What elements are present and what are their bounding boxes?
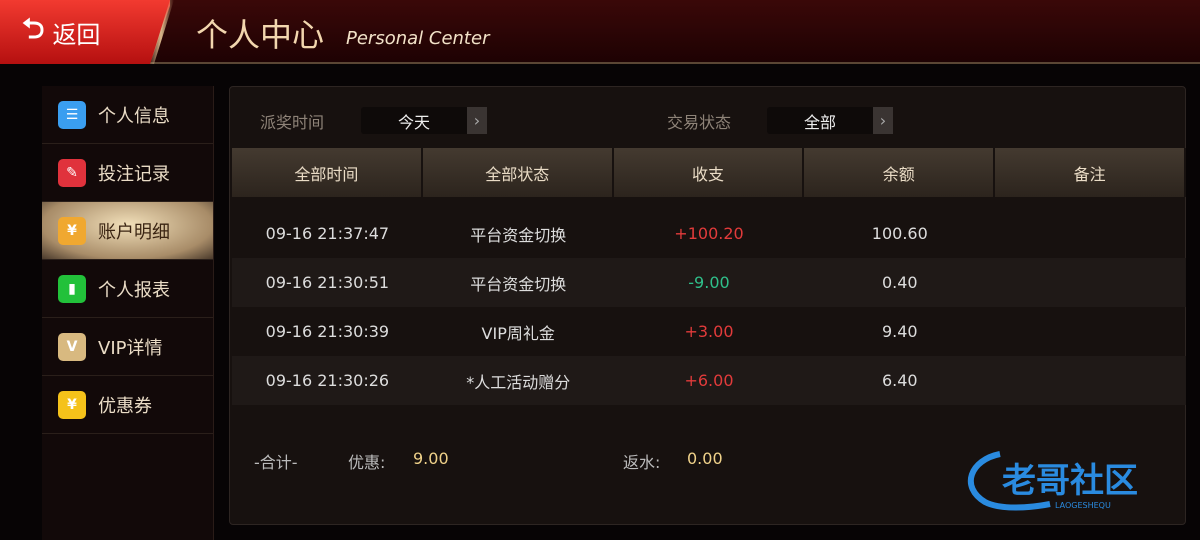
sidebar-item-0[interactable]: ☰ 个人信息: [42, 86, 213, 144]
table-row: 09-16 21:37:47 平台资金切换 +100.20 100.60: [232, 209, 1186, 258]
sidebar-item-5[interactable]: ¥ 优惠券: [42, 376, 213, 434]
status-filter-select[interactable]: 全部 ›: [767, 107, 893, 134]
chevron-right-icon: ›: [467, 107, 487, 134]
back-button[interactable]: ⮌ 返回: [0, 0, 170, 64]
cell-type: *人工活动赠分: [466, 372, 571, 392]
column-header: 全部状态: [422, 148, 614, 197]
sidebar: ☰ 个人信息 ✎ 投注记录 ¥ 账户明细 ▮ 个人报表 V VIP详情 ¥ 优惠券: [42, 86, 214, 540]
column-header: 余额: [804, 148, 996, 197]
sidebar-item-label: 个人信息: [98, 105, 170, 127]
discount-label: 优惠:: [348, 453, 386, 472]
time-filter-value: 今天: [397, 112, 430, 132]
chevron-right-icon: ›: [873, 107, 893, 134]
cell-time: 09-16 21:37:47: [265, 224, 390, 243]
sidebar-item-label: VIP详情: [98, 337, 163, 359]
account-details-panel: 派奖时间 今天 › 交易状态 全部 › 全部时间 全部状态 收支 余额 备注 09-16…: [229, 86, 1186, 525]
column-header: 备注: [995, 148, 1186, 197]
cell-time: 09-16 21:30:51: [265, 273, 390, 292]
cell-balance: 100.60: [871, 224, 928, 243]
document-pen-icon: ✎: [58, 158, 86, 187]
id-card-icon: ☰: [58, 100, 86, 129]
cell-amount: +100.20: [674, 224, 744, 243]
page-title: 个人中心: [196, 16, 325, 54]
status-filter-label: 交易状态: [667, 113, 732, 132]
time-filter-select[interactable]: 今天 ›: [361, 107, 487, 134]
rebate-value: 0.00: [687, 449, 723, 468]
page-title-en: Personal Center: [346, 28, 490, 49]
header: ⮌ 返回 个人中心 Personal Center: [0, 0, 1200, 64]
back-label: 返回: [52, 20, 101, 49]
cell-time: 09-16 21:30:39: [265, 322, 390, 341]
cell-balance: 9.40: [881, 322, 918, 341]
cell-balance: 0.40: [881, 273, 918, 292]
cell-type: VIP周礼金: [481, 323, 555, 343]
column-header: 全部时间: [232, 148, 423, 197]
sidebar-item-label: 投注记录: [98, 163, 170, 185]
table-row: 09-16 21:30:39 VIP周礼金 +3.00 9.40: [232, 307, 1186, 356]
yuan-bag-icon: ¥: [58, 216, 86, 245]
cell-balance: 6.40: [881, 371, 918, 390]
column-header: 收支: [613, 148, 805, 197]
status-filter-value: 全部: [803, 112, 836, 132]
sidebar-item-1[interactable]: ✎ 投注记录: [42, 144, 213, 202]
sidebar-item-4[interactable]: V VIP详情: [42, 318, 213, 376]
table-header: 全部时间 全部状态 收支 余额 备注: [232, 148, 1186, 197]
sidebar-item-2[interactable]: ¥ 账户明细: [42, 202, 213, 260]
return-arrow-icon: ⮌: [22, 12, 45, 45]
time-filter-label: 派奖时间: [260, 113, 325, 132]
table-row: 09-16 21:30:26 *人工活动赠分 +6.00 6.40: [232, 356, 1186, 405]
cell-amount: +3.00: [684, 322, 734, 341]
table-row: 09-16 21:30:51 平台资金切换 -9.00 0.40: [232, 258, 1186, 307]
cell-type: 平台资金切换: [470, 274, 567, 294]
cell-type: 平台资金切换: [470, 225, 567, 245]
sidebar-item-label: 优惠券: [98, 395, 152, 417]
cell-amount: +6.00: [684, 371, 734, 390]
crown-icon: V: [58, 332, 86, 361]
sidebar-item-3[interactable]: ▮ 个人报表: [42, 260, 213, 318]
sidebar-item-label: 账户明细: [98, 221, 170, 243]
discount-value: 9.00: [413, 449, 449, 468]
sidebar-item-label: 个人报表: [98, 279, 170, 301]
bar-chart-icon: ▮: [58, 274, 86, 303]
total-label: -合计-: [254, 453, 298, 472]
rebate-label: 返水:: [623, 453, 661, 472]
cell-time: 09-16 21:30:26: [265, 371, 390, 390]
yuan-ticket-icon: ¥: [58, 390, 86, 419]
cell-amount: -9.00: [688, 273, 730, 292]
